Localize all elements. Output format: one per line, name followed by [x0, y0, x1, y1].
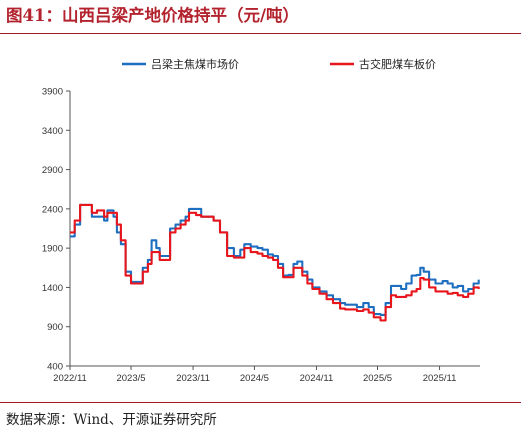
- y-tick-label: 3900: [42, 87, 63, 98]
- y-tick-label: 3400: [42, 126, 63, 137]
- x-tick-label: 2024/11: [300, 373, 334, 384]
- line-chart: 吕梁主焦煤市场价 古交肥煤车板价 400 900 1400 1900 2400 2900 3…: [42, 57, 480, 384]
- y-tick-label: 400: [47, 362, 63, 373]
- plot-area: [70, 203, 480, 322]
- x-tick-label: 2025/11: [423, 373, 457, 384]
- figure-title: 图41：山西吕梁产地价格持平（元/吨）: [6, 6, 299, 25]
- x-tick-label: 2024/5: [240, 373, 269, 384]
- x-tick-label: 2022/11: [53, 373, 87, 384]
- x-tick-label: 2025/5: [363, 373, 392, 384]
- series-line-fat-coal-price: [70, 203, 480, 322]
- y-tick-label: 2400: [42, 204, 63, 215]
- chart-axes: 400 900 1400 1900 2400 2900 3400 3900 2022/11 202…: [42, 87, 480, 384]
- title-rule: [0, 33, 521, 34]
- source-rule: [0, 402, 521, 403]
- x-tick-label: 2023/11: [176, 373, 210, 384]
- y-tick-label: 1900: [42, 244, 63, 255]
- y-tick-label: 2900: [42, 165, 63, 176]
- y-tick-label: 900: [47, 322, 63, 333]
- legend-label-coking-coal: 吕梁主焦煤市场价: [151, 57, 239, 71]
- source-note: 数据来源：Wind、开源证券研究所: [6, 412, 217, 428]
- y-tick-label: 1400: [42, 283, 63, 294]
- x-tick-label: 2023/5: [116, 373, 145, 384]
- legend-label-fat-coal: 古交肥煤车板价: [359, 57, 436, 71]
- chart-legend: 吕梁主焦煤市场价 古交肥煤车板价: [122, 57, 436, 71]
